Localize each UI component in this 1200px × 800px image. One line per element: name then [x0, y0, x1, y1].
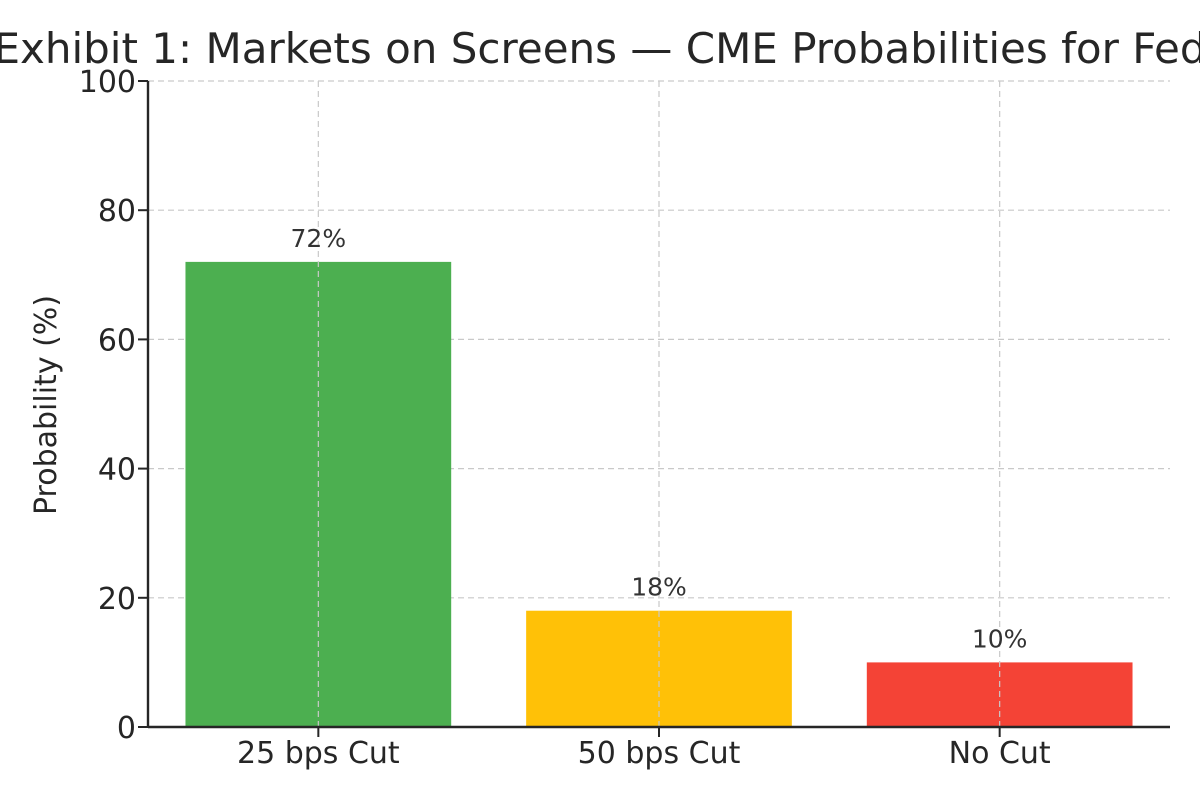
x-tick-label: 25 bps Cut [237, 736, 400, 771]
y-tick-label: 60 [98, 323, 136, 358]
y-tick-label: 80 [98, 194, 136, 229]
y-tick-label: 40 [98, 453, 136, 488]
vertical-grid-lines [317, 81, 1001, 727]
y-axis-label: Probability (%) [29, 295, 64, 515]
bar-value-label: 18% [631, 573, 687, 602]
x-axis-ticks: 25 bps Cut 50 bps Cut No Cut [237, 727, 1051, 771]
bar-value-label: 10% [972, 624, 1028, 653]
y-tick-label: 0 [117, 711, 136, 746]
chart-title: Exhibit 1: Markets on Screens — CME Prob… [0, 24, 1200, 73]
y-axis-ticks: 0 20 40 60 80 100 [79, 65, 148, 746]
bar-50-bps-cut [526, 610, 792, 727]
data-labels: 72% 18% 10% [291, 224, 1028, 654]
bar-value-label: 72% [291, 224, 347, 253]
y-tick-label: 100 [79, 65, 136, 100]
y-tick-label: 20 [98, 582, 136, 617]
x-tick-label: 50 bps Cut [578, 736, 741, 771]
x-tick-label: No Cut [949, 736, 1051, 771]
